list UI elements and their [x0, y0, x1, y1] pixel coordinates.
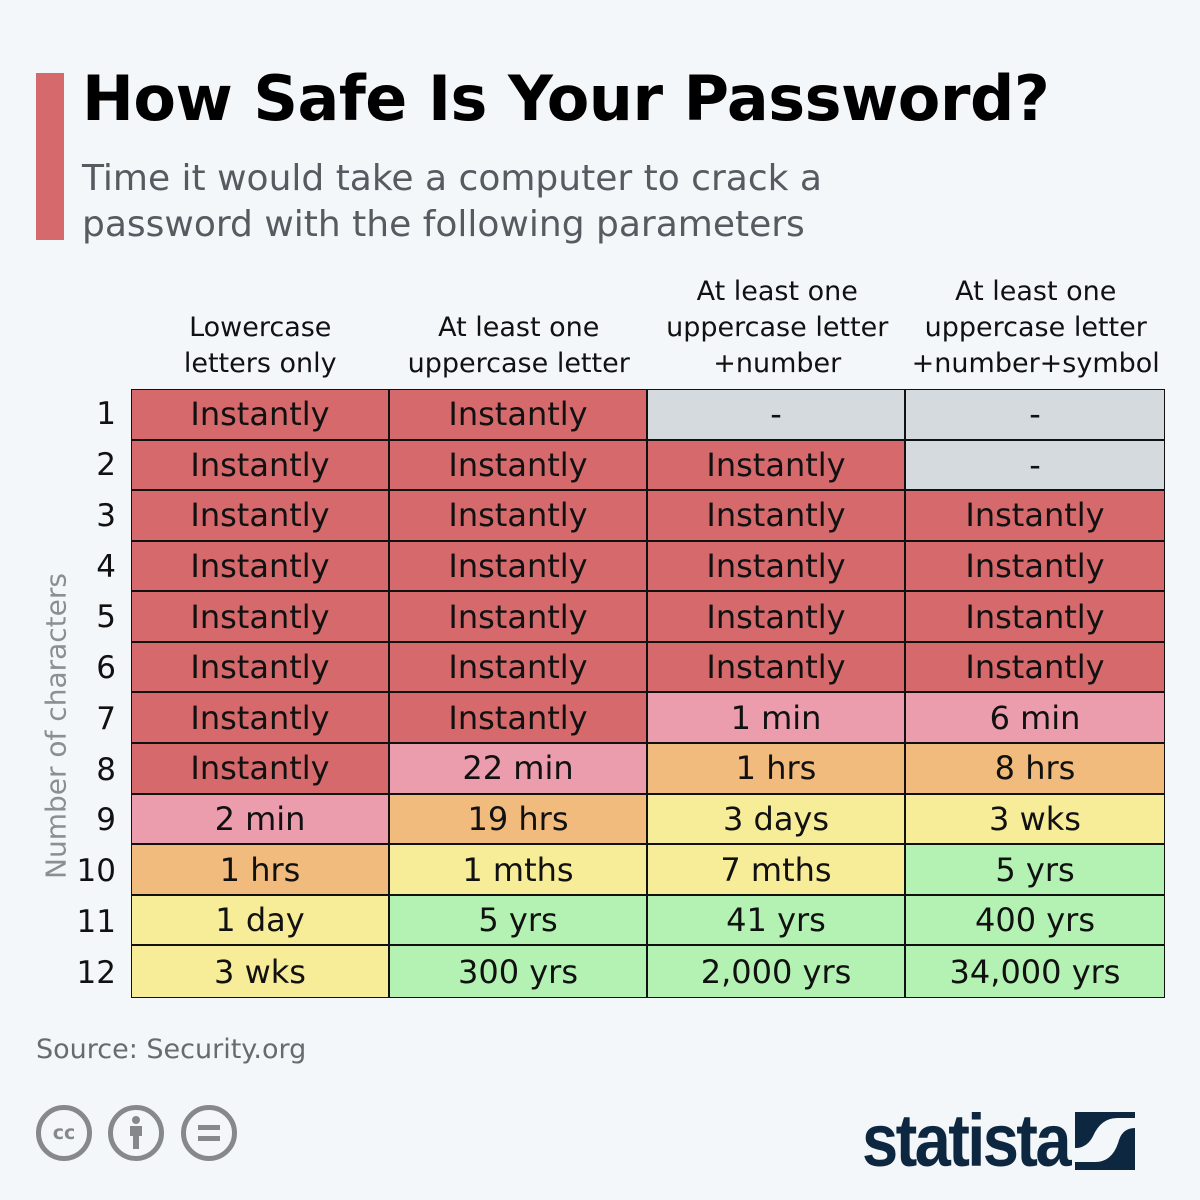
table-cell: Instantly [648, 642, 906, 694]
table-cell: 7 mths [648, 845, 906, 896]
table-cell: Instantly [390, 541, 648, 593]
table-cell: Instantly [132, 541, 390, 593]
table-cell: Instantly [390, 592, 648, 643]
table-cell: 34,000 yrs [906, 946, 1164, 997]
row-label: 8 [96, 751, 116, 788]
table-cell: 1 mths [390, 845, 648, 896]
table-cell: 19 hrs [390, 794, 648, 846]
table-cell: Instantly [390, 693, 648, 745]
row-label: 4 [96, 548, 116, 585]
table-cell: 300 yrs [390, 946, 648, 997]
table-cell: Instantly [132, 693, 390, 745]
row-label: 12 [76, 954, 116, 991]
table-cell: 3 days [648, 794, 906, 846]
column-header: At least one uppercase letter +number+sy… [911, 276, 1160, 379]
table-cell: 2,000 yrs [648, 946, 906, 997]
table-cell: Instantly [132, 592, 390, 643]
table-cell: 3 wks [132, 946, 390, 997]
table-cell: Instantly [648, 592, 906, 643]
column-header: At least one uppercase letter +number [666, 276, 889, 379]
row-label: 7 [96, 700, 116, 737]
table-cell: Instantly [648, 491, 906, 542]
table-cell: Instantly [390, 390, 648, 441]
table-cell: 2 min [132, 794, 390, 846]
table-cell: 400 yrs [906, 895, 1164, 947]
table-cell: Instantly [906, 541, 1164, 593]
row-label: 5 [96, 599, 116, 636]
password-table: Instantly Instantly - - Instantly Instantly In… [131, 389, 1165, 998]
table-cell: 41 yrs [648, 895, 906, 947]
table-cell: 1 hrs [648, 744, 906, 795]
column-header: Lowercase letters only [183, 312, 337, 379]
subtitle: Time it would take a computer to crack a… [82, 158, 822, 245]
table-cell: 5 yrs [906, 845, 1164, 896]
table-cell: - [648, 390, 906, 441]
row-label: 11 [76, 903, 116, 940]
title-accent-bar [36, 73, 64, 240]
table-cell: Instantly [132, 491, 390, 542]
table-cell: Instantly [390, 642, 648, 694]
table-cell: - [906, 390, 1164, 441]
table-cell: Instantly [132, 440, 390, 492]
statista-logo[interactable]: statista [862, 1098, 1136, 1183]
source-note: Source: Security.org [36, 1034, 307, 1065]
table-cell: Instantly [648, 440, 906, 492]
cc-icon[interactable]: cc [36, 1105, 92, 1161]
table-cell: Instantly [132, 390, 390, 441]
row-label: 3 [96, 497, 116, 534]
table-cell: Instantly [906, 642, 1164, 694]
table-cell: 5 yrs [390, 895, 648, 947]
statista-logo-icon [1075, 1111, 1136, 1170]
column-header: At least one uppercase letter [407, 312, 630, 379]
row-label: 9 [96, 802, 116, 839]
table-cell: 22 min [390, 744, 648, 795]
row-label: 6 [96, 650, 116, 687]
table-cell: 1 day [132, 895, 390, 947]
attribution-icon[interactable] [108, 1105, 164, 1161]
row-label: 10 [76, 853, 116, 890]
table-cell: Instantly [390, 440, 648, 492]
table-cell: Instantly [906, 491, 1164, 542]
table-cell: Instantly [906, 592, 1164, 643]
table-cell: Instantly [390, 491, 648, 542]
table-cell: Instantly [132, 642, 390, 694]
row-label: 2 [96, 447, 116, 484]
table-cell: 6 min [906, 693, 1164, 745]
column-headers: Lowercase letters only At least one upper… [131, 270, 1165, 382]
no-derivatives-icon[interactable] [181, 1105, 237, 1161]
table-cell: 8 hrs [906, 744, 1164, 795]
table-cell: 1 min [648, 693, 906, 745]
logo-text: statista [862, 1099, 1072, 1182]
row-labels: 1 2 3 4 5 6 7 8 9 10 11 12 [60, 389, 116, 998]
row-label: 1 [96, 396, 116, 433]
table-cell: Instantly [648, 541, 906, 593]
table-cell: - [906, 440, 1164, 492]
table-cell: 3 wks [906, 794, 1164, 846]
table-cell: Instantly [132, 744, 390, 795]
table-cell: 1 hrs [132, 845, 390, 896]
page-title: How Safe Is Your Password? [82, 62, 1050, 135]
